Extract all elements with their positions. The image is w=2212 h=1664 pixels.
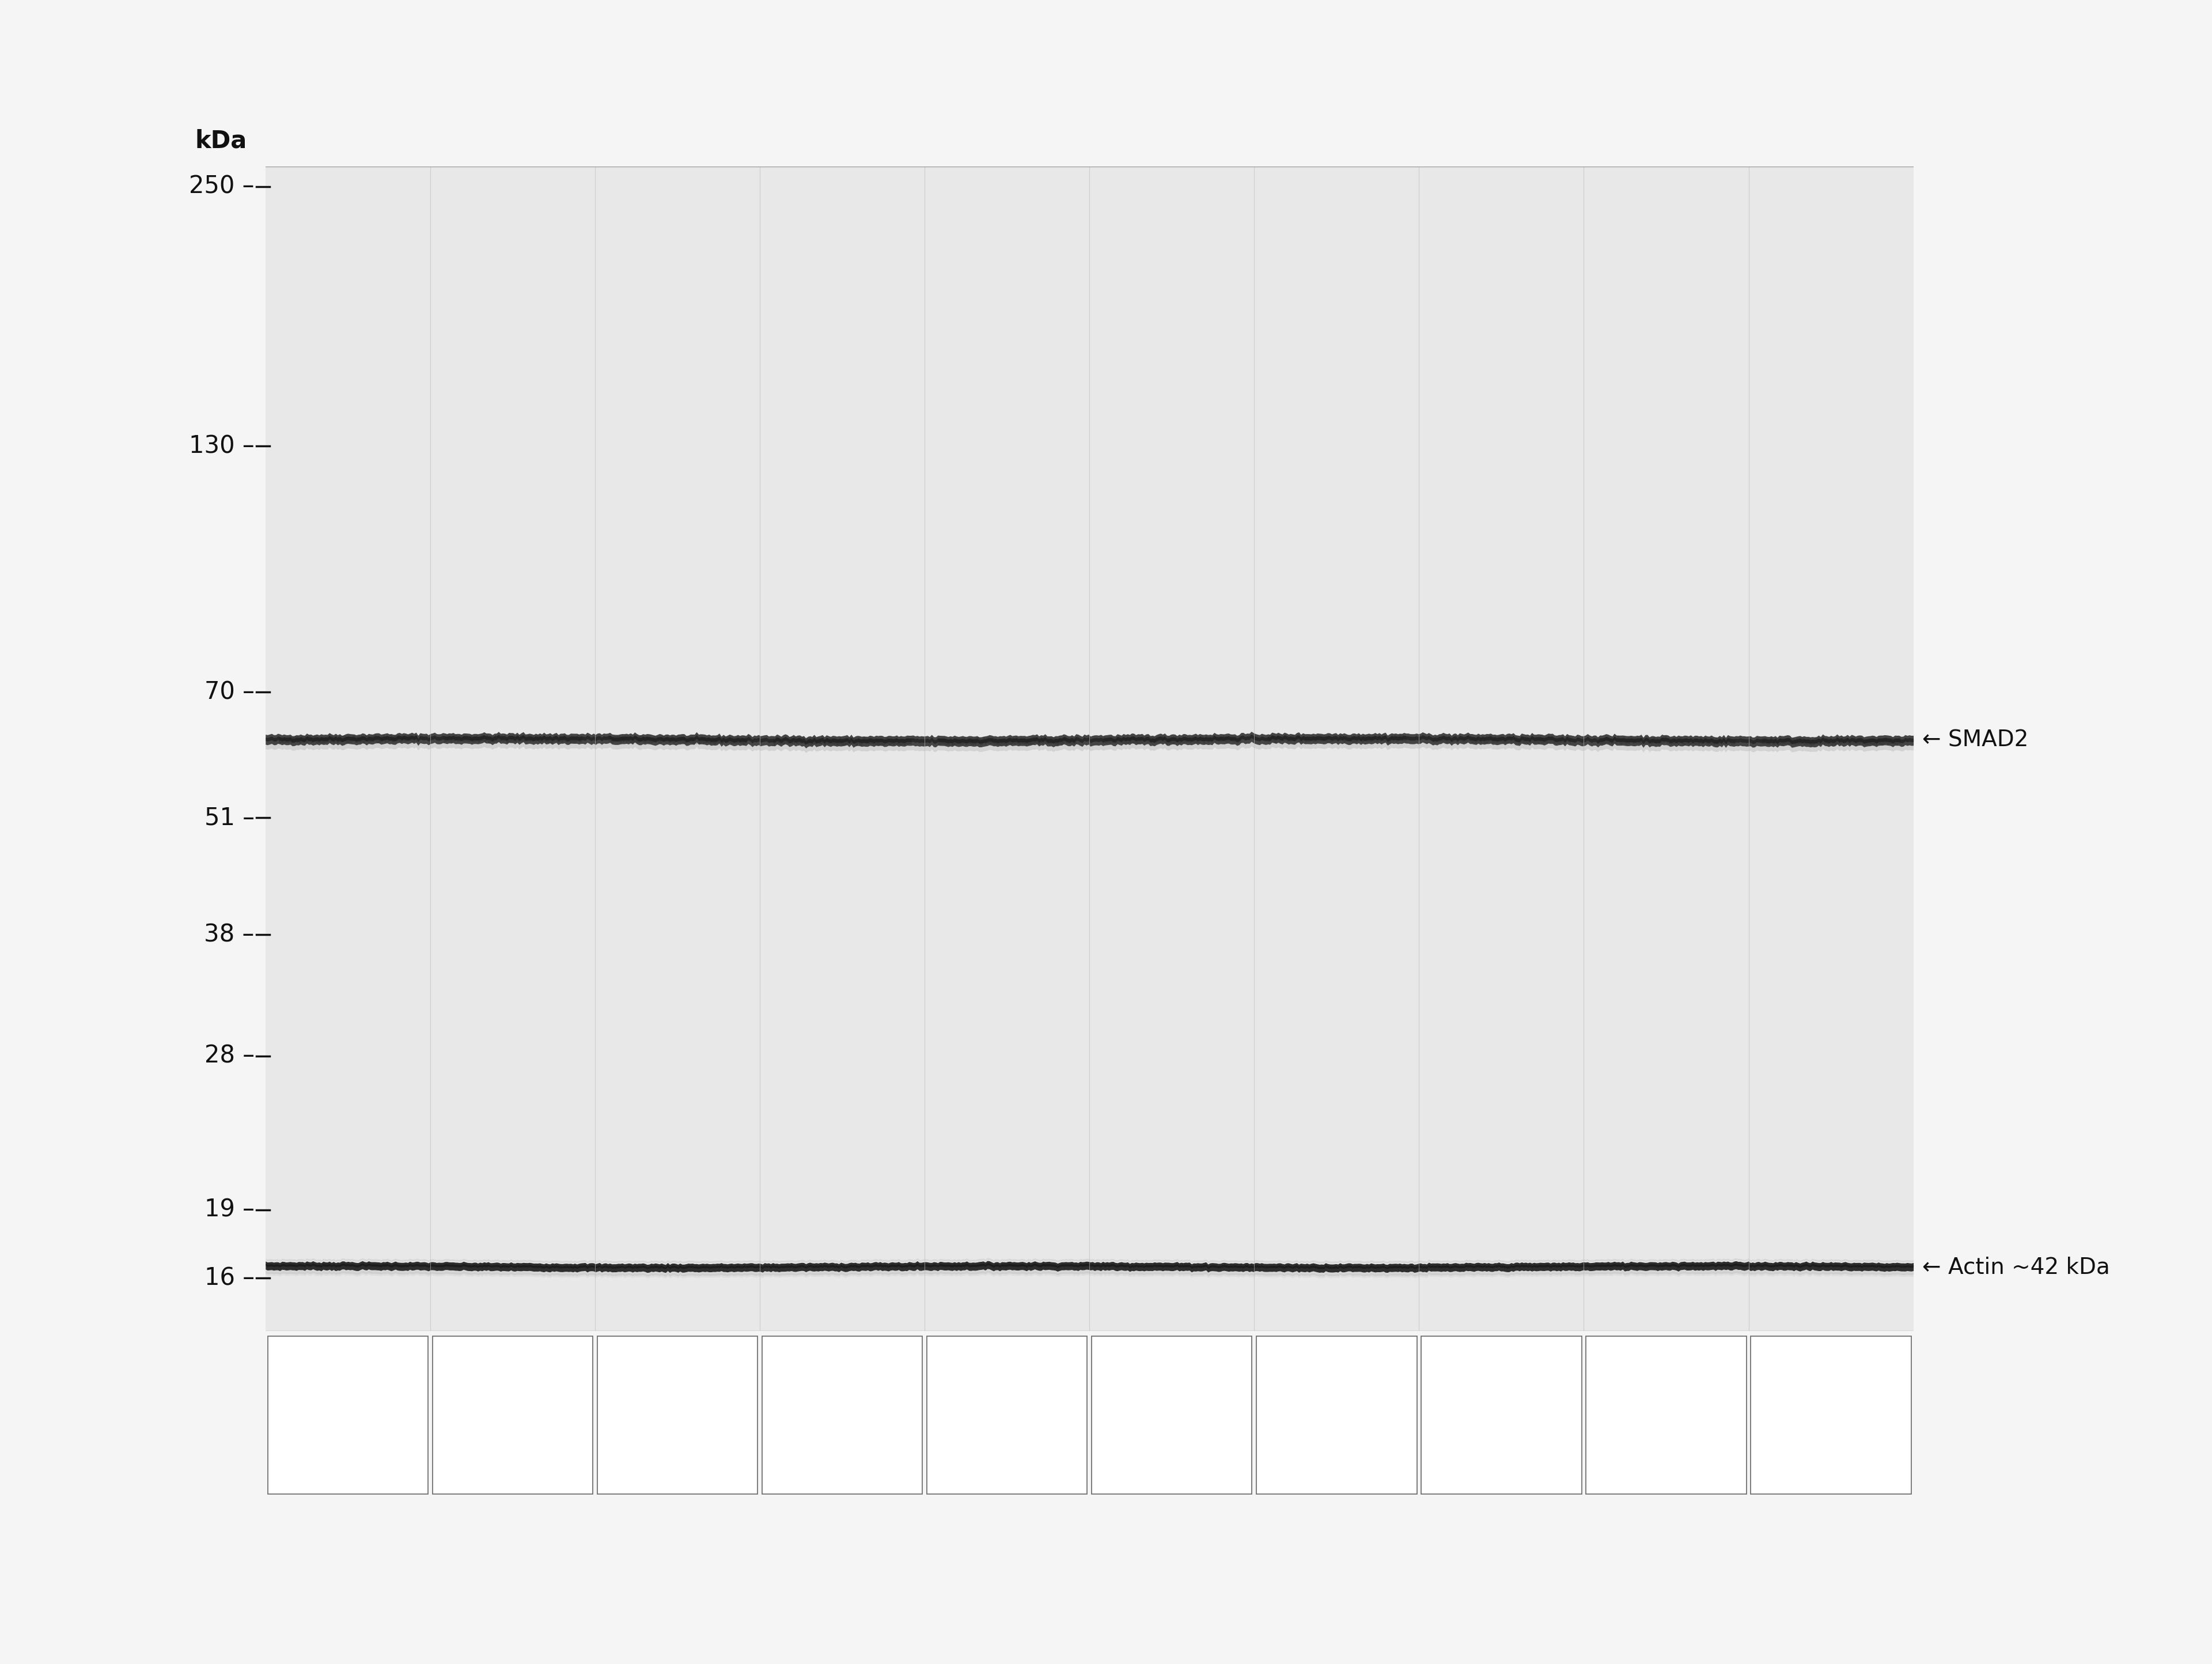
Text: CT26: CT26 — [987, 1408, 1029, 1423]
Text: TCML-1: TCML-1 — [1803, 1408, 1860, 1423]
Text: BW
5147.3: BW 5147.3 — [321, 1398, 376, 1433]
Text: 130 –: 130 – — [188, 434, 254, 458]
Text: 70 –: 70 – — [204, 681, 254, 704]
Text: ← SMAD2: ← SMAD2 — [1922, 729, 2028, 750]
Text: 250 –: 250 – — [188, 175, 254, 198]
Text: A20: A20 — [661, 1408, 692, 1423]
Text: ← Actin ~42 kDa: ← Actin ~42 kDa — [1922, 1256, 2110, 1278]
Text: RonCa: RonCa — [1312, 1408, 1363, 1423]
Text: 16 –: 16 – — [204, 1266, 254, 1290]
Text: msMCD
-3: msMCD -3 — [482, 1398, 544, 1433]
Text: EL4: EL4 — [1157, 1408, 1186, 1423]
Text: CDC12: CDC12 — [1639, 1408, 1694, 1423]
Text: kDa: kDa — [195, 128, 248, 153]
Text: 19 –: 19 – — [204, 1198, 254, 1221]
Text: 38 –: 38 – — [204, 922, 254, 947]
Text: F9: F9 — [1491, 1408, 1511, 1423]
Text: NIH 3T3: NIH 3T3 — [810, 1408, 874, 1423]
Text: 28 –: 28 – — [204, 1043, 254, 1068]
Text: 51 –: 51 – — [204, 805, 254, 830]
